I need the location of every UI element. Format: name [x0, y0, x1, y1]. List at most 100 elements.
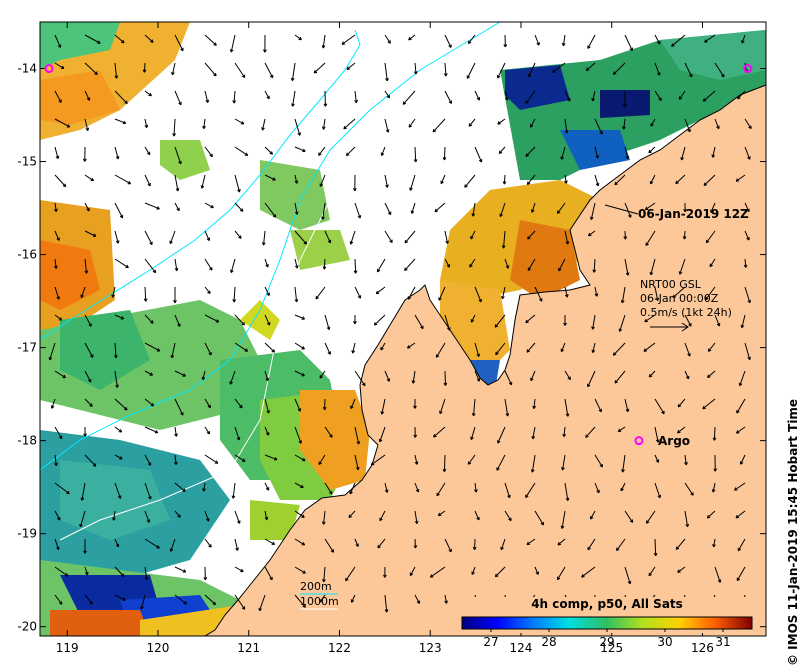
- current-arrow-icon: [645, 230, 656, 246]
- current-arrow-icon: [380, 398, 386, 415]
- current-arrow-icon: [654, 90, 662, 101]
- current-arrow-icon: [143, 286, 148, 302]
- current-arrow-icon: [204, 342, 212, 356]
- current-arrow-icon: [264, 510, 269, 521]
- current-arrow-icon: [201, 370, 206, 381]
- current-arrow-icon: [736, 566, 746, 582]
- current-arrow-icon: [234, 314, 246, 326]
- current-label-line3: 0.5m/s (1kt 24h): [640, 306, 732, 319]
- current-arrow-icon: [204, 230, 211, 241]
- current-arrow-icon: [564, 90, 571, 102]
- current-arrow-icon: [204, 314, 220, 323]
- current-arrow-icon: [378, 426, 386, 443]
- current-arrow-icon: [384, 118, 390, 133]
- map-area: [40, 22, 766, 636]
- current-arrow-icon: [526, 174, 536, 185]
- current-arrow-icon: [677, 566, 686, 573]
- current-arrow-icon: [737, 538, 746, 552]
- current-arrow-icon: [618, 314, 626, 332]
- current-arrow-icon: [84, 314, 92, 327]
- current-arrow-icon: [204, 146, 213, 158]
- current-arrow-icon: [671, 34, 686, 47]
- current-arrow-icon: [739, 454, 746, 465]
- current-arrow-icon: [624, 258, 630, 276]
- current-arrow-icon: [294, 314, 306, 320]
- current-arrow-icon: [413, 146, 418, 163]
- current-arrow-icon: [496, 454, 506, 471]
- current-arrow-icon: [525, 482, 536, 498]
- current-arrow-icon: [648, 370, 656, 378]
- current-arrow-icon: [264, 174, 276, 181]
- current-arrow-icon: [495, 342, 506, 356]
- current-arrow-icon: [323, 90, 328, 107]
- current-arrow-icon: [530, 370, 536, 382]
- current-arrow-icon: [499, 202, 506, 218]
- current-arrow-icon: [617, 426, 626, 433]
- current-arrow-icon: [714, 118, 720, 130]
- current-arrow-icon: [140, 594, 146, 610]
- current-arrow-icon: [560, 510, 566, 529]
- current-arrow-icon: [353, 314, 357, 325]
- current-arrow-icon: [594, 146, 600, 159]
- current-arrow-icon: [737, 90, 746, 100]
- current-arrow-icon: [591, 314, 596, 330]
- current-arrow-icon: [414, 454, 419, 465]
- current-arrow-icon: [564, 286, 569, 298]
- current-arrow-icon: [234, 510, 241, 524]
- current-arrow-icon: [264, 314, 271, 326]
- y-tick-label: -15: [17, 155, 37, 169]
- current-arrow-icon: [534, 510, 544, 526]
- current-arrow-icon: [644, 202, 656, 211]
- x-tick-label: 122: [328, 641, 351, 655]
- current-arrow-icon: [204, 62, 217, 77]
- current-arrow-icon: [624, 398, 630, 413]
- colorbar-tick-label: 29: [599, 635, 614, 649]
- current-arrow-icon: [684, 62, 693, 78]
- current-arrow-icon: [264, 202, 277, 218]
- current-arrow-icon: [654, 454, 660, 463]
- current-arrow-icon: [564, 370, 571, 381]
- current-arrow-icon: [435, 342, 446, 358]
- current-arrow-icon: [684, 118, 691, 133]
- current-arrow-icon: [261, 230, 266, 246]
- colorbar: 4h comp, p50, All Sats 27 28 29 30 31: [461, 597, 753, 649]
- current-arrow-icon: [264, 258, 269, 268]
- current-arrow-icon: [200, 174, 206, 189]
- current-arrow-icon: [469, 258, 476, 268]
- current-arrow-icon: [258, 594, 266, 612]
- current-arrow-icon: [444, 258, 450, 268]
- current-arrow-icon: [408, 34, 416, 41]
- current-arrow-icon: [111, 286, 116, 298]
- current-arrow-icon: [654, 398, 665, 415]
- current-arrow-icon: [527, 258, 536, 271]
- current-arrow-icon: [409, 174, 416, 191]
- current-arrow-icon: [202, 118, 206, 129]
- current-arrow-icon: [348, 510, 356, 519]
- current-arrow-icon: [48, 342, 56, 361]
- current-arrow-icon: [54, 314, 63, 321]
- current-arrow-icon: [83, 538, 87, 554]
- current-arrow-icon: [467, 34, 476, 44]
- current-arrow-icon: [54, 118, 71, 128]
- current-arrow-icon: [144, 454, 152, 466]
- current-arrow-icon: [558, 258, 566, 272]
- current-arrow-icon: [503, 34, 508, 48]
- current-arrow-icon: [234, 174, 241, 193]
- current-arrow-icon: [384, 174, 389, 188]
- current-arrow-icon: [443, 370, 448, 386]
- current-arrow-icon: [377, 538, 386, 549]
- current-arrow-icon: [561, 454, 566, 471]
- current-arrow-icon: [375, 286, 386, 295]
- current-arrow-icon: [84, 62, 98, 75]
- current-arrow-icon: [50, 398, 56, 409]
- current-arrow-icon: [345, 146, 356, 157]
- current-arrow-icon: [620, 286, 626, 304]
- x-tick-label: 121: [237, 641, 260, 655]
- credit-text: © IMOS 11-Jan-2019 15:45 Hobart Time: [786, 399, 800, 666]
- current-arrow-icon: [294, 538, 306, 546]
- current-arrow-icon: [234, 566, 244, 573]
- current-arrow-icon: [294, 202, 299, 215]
- current-arrow-icon: [376, 258, 386, 273]
- current-arrow-icon: [174, 566, 187, 573]
- current-arrow-icon: [645, 510, 656, 524]
